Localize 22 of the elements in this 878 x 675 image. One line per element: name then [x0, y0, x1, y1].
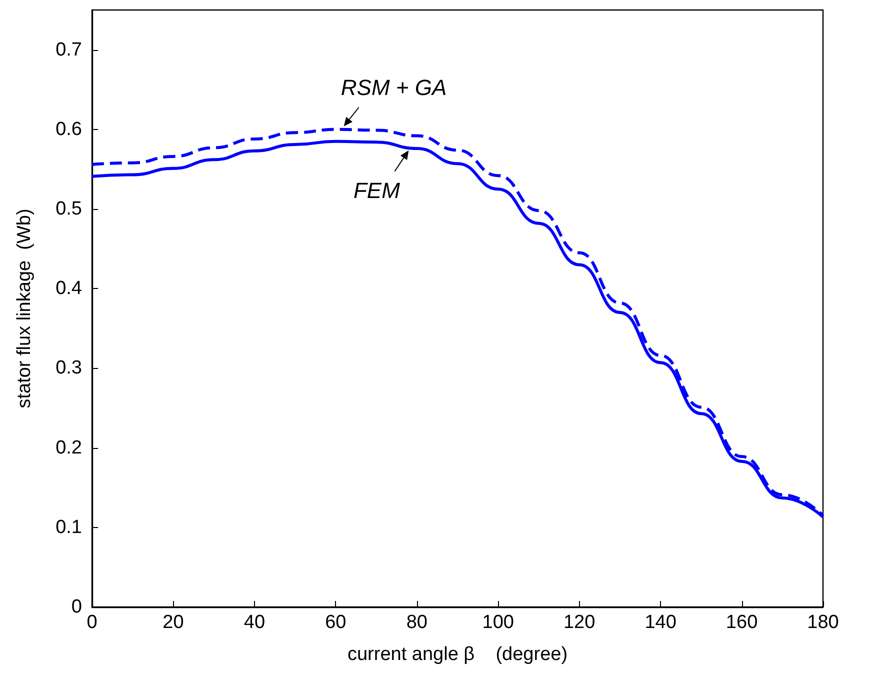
annotation: FEM — [353, 178, 401, 203]
y-axis-title: stator flux linkage (Wb) — [14, 208, 35, 408]
annotation: RSM + GA — [340, 74, 447, 100]
x-tick-label: 100 — [482, 612, 514, 633]
x-tick-label: 0 — [86, 612, 98, 633]
x-tick-label: 20 — [162, 612, 184, 633]
x-axis-title: current angle β (degree) — [347, 644, 568, 665]
x-tick-label: 60 — [325, 612, 346, 633]
y-tick-label: 0.6 — [56, 118, 82, 140]
x-tick-label: 140 — [644, 612, 676, 633]
x-tick-label: 40 — [244, 612, 266, 633]
y-tick-label: 0.5 — [56, 198, 82, 220]
y-tick-label: 0.7 — [56, 39, 82, 60]
x-tick-label: 160 — [726, 612, 758, 633]
x-tick-label: 120 — [563, 612, 596, 633]
x-tick-label: 80 — [406, 612, 428, 633]
y-tick-label: 0 — [71, 596, 82, 618]
x-tick-label: 180 — [807, 612, 839, 633]
y-tick-label: 0.4 — [56, 278, 82, 300]
y-tick-label: 0.3 — [56, 358, 82, 379]
y-tick-label: 0.2 — [56, 437, 82, 458]
y-tick-label: 0.1 — [56, 516, 82, 538]
